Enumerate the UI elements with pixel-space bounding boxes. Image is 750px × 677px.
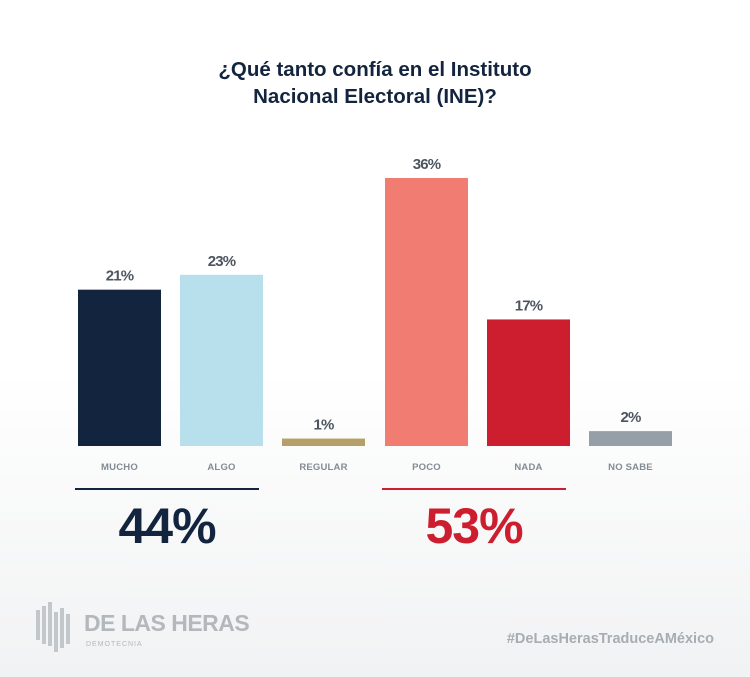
hashtag: #DeLasHerasTraduceAMéxico	[506, 631, 714, 647]
logo-mark-icon	[36, 602, 70, 652]
negative-total: 53%	[425, 498, 523, 554]
data-label: 23%	[208, 253, 236, 270]
data-label: 21%	[106, 268, 134, 285]
bar-chart: 21% MUCHO 23% ALGO 1% REGULAR 36% POCO 17% NADA 2%…	[78, 156, 672, 473]
category-label: NO SABE	[608, 462, 653, 473]
positive-total: 44%	[118, 498, 216, 554]
positive-group-line	[75, 488, 259, 490]
data-label: 1%	[313, 417, 334, 434]
data-label: 17%	[515, 297, 543, 314]
category-label: POCO	[412, 462, 441, 473]
chart-title: ¿Qué tanto confía en el Instituto Nacion…	[0, 56, 750, 110]
chart-title-line1: ¿Qué tanto confía en el Instituto	[218, 58, 532, 81]
bar-algo	[180, 274, 263, 446]
category-label: MUCHO	[101, 462, 138, 473]
bar-poco	[385, 178, 468, 446]
category-label: REGULAR	[299, 462, 347, 473]
logo-subtitle: DEMOTECNIA	[86, 641, 143, 648]
logo: DE LAS HERAS DEMOTECNIA	[34, 600, 250, 656]
bar-no-sabe	[589, 431, 672, 446]
bar-nada	[487, 319, 570, 446]
negative-group-line	[382, 488, 566, 490]
data-label: 2%	[620, 409, 641, 426]
chart-title-line2: Nacional Electoral (INE)?	[253, 85, 497, 108]
bar-regular	[282, 438, 365, 446]
data-label: 36%	[413, 156, 441, 173]
category-label: ALGO	[207, 462, 235, 473]
logo-name: DE LAS HERAS	[84, 610, 250, 636]
category-label: NADA	[514, 462, 542, 473]
bar-mucho	[78, 289, 161, 446]
